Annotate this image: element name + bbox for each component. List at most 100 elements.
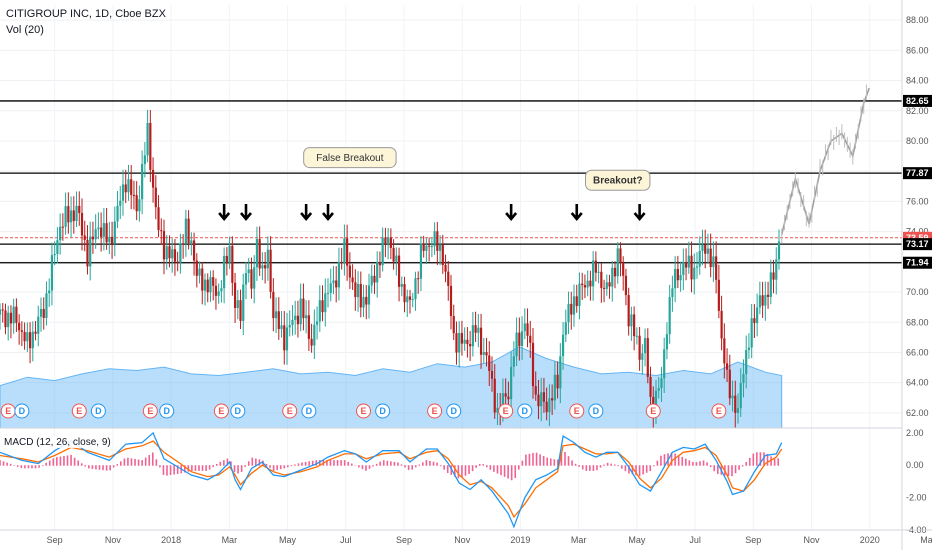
candle-body <box>720 310 723 339</box>
histogram-bar <box>16 465 19 467</box>
event-marker-icon <box>90 403 106 419</box>
event-marker-label: D <box>379 406 386 416</box>
price-axis-bg <box>902 0 932 550</box>
histogram-bar <box>478 463 481 466</box>
candle-body <box>766 294 770 297</box>
event-marker-icon <box>427 403 443 419</box>
histogram-bar <box>613 464 616 466</box>
candle-body <box>395 255 398 262</box>
candle-body <box>734 395 737 413</box>
candle-body <box>340 261 343 264</box>
candle-body <box>679 275 682 281</box>
histogram-bar <box>386 460 389 466</box>
price-level-tag-label: 73.17 <box>906 239 929 249</box>
candle-body <box>496 407 499 413</box>
histogram-bar <box>670 452 673 466</box>
histogram-bar <box>201 465 204 471</box>
candle-body <box>67 206 70 223</box>
candle-body <box>693 267 696 280</box>
candle-body <box>490 370 494 379</box>
candle-body <box>545 401 548 413</box>
histogram-bar <box>731 465 733 477</box>
histogram-bar <box>663 454 666 466</box>
candle-body <box>723 338 726 364</box>
histogram-bar <box>439 465 442 467</box>
candle-body <box>471 325 474 347</box>
histogram-bar <box>713 465 716 472</box>
price-tick-label: 76.00 <box>906 196 929 206</box>
histogram-bar <box>684 458 687 466</box>
histogram-bar <box>738 465 740 470</box>
histogram-bar <box>84 465 87 467</box>
candle-body <box>162 231 166 260</box>
histogram-bar <box>546 457 549 466</box>
histogram-bar <box>226 458 229 466</box>
candle-body <box>192 240 196 261</box>
candle-body <box>641 353 644 360</box>
candle-body <box>583 285 587 288</box>
arrow-head-icon <box>505 212 518 222</box>
histogram-bar <box>443 465 445 470</box>
candle-body <box>586 280 589 288</box>
histogram-bar <box>603 464 605 466</box>
candle-body <box>469 344 472 347</box>
candle-body <box>684 262 688 268</box>
candle-body <box>313 324 316 346</box>
histogram-bar <box>230 461 232 466</box>
price-tick-label: 80.00 <box>906 136 929 146</box>
price-tick-label: 88.00 <box>906 15 929 25</box>
candle-body <box>589 280 592 287</box>
candle-body <box>244 273 248 285</box>
event-marker-label: E <box>218 406 224 416</box>
event-marker-label: D <box>522 406 529 416</box>
candle-body <box>649 376 652 397</box>
candle-body <box>674 268 677 289</box>
histogram-bar <box>354 465 357 466</box>
histogram-bar <box>599 465 602 468</box>
histogram-bar <box>287 465 289 468</box>
histogram-bar <box>66 455 69 466</box>
histogram-bar <box>215 464 218 466</box>
candle-body <box>121 184 125 201</box>
candle-body <box>690 255 693 280</box>
candle-body <box>291 319 294 326</box>
histogram-bar <box>265 463 268 466</box>
histogram-bar <box>475 465 477 468</box>
candle-body <box>477 327 480 333</box>
histogram-bar <box>596 465 598 471</box>
event-marker-label: D <box>450 406 457 416</box>
histogram-bar <box>123 458 126 466</box>
histogram-bar <box>91 465 94 469</box>
candle-body <box>294 315 297 320</box>
candle-body <box>182 243 185 245</box>
event-marker-icon <box>498 403 514 419</box>
histogram-bar <box>585 465 588 471</box>
candle-body <box>135 195 138 212</box>
event-marker-icon <box>588 403 604 419</box>
histogram-bar <box>9 463 12 466</box>
histogram-bar <box>521 460 524 466</box>
candle-body <box>264 265 267 269</box>
candle-body <box>239 300 242 321</box>
histogram-bar <box>155 459 158 466</box>
histogram-bar <box>127 457 129 466</box>
event-marker-label: D <box>235 406 242 416</box>
candle-body <box>715 256 718 280</box>
candle-body <box>78 205 81 214</box>
candles <box>0 109 781 428</box>
histogram-bar <box>116 464 119 466</box>
histogram-bar <box>393 461 396 466</box>
candle-body <box>269 249 272 292</box>
event-marker-label: E <box>76 406 82 416</box>
histogram-bar <box>176 465 179 474</box>
histogram-bar <box>429 460 431 466</box>
histogram-bar <box>510 465 513 481</box>
candle-body <box>187 218 190 243</box>
candle-body <box>171 249 174 259</box>
histogram-bar <box>748 457 751 466</box>
candle-body <box>250 269 253 289</box>
histogram-bar <box>645 465 648 473</box>
candle-body <box>654 390 658 413</box>
histogram-bar <box>482 464 485 466</box>
